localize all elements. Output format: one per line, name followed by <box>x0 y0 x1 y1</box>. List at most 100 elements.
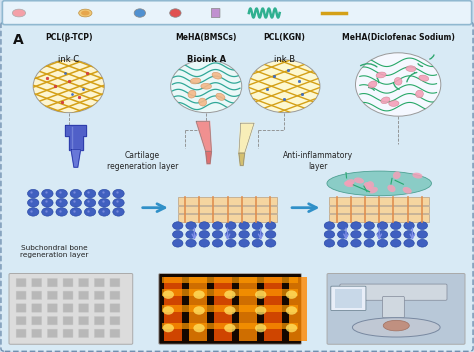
FancyBboxPatch shape <box>32 329 42 338</box>
Circle shape <box>356 53 441 116</box>
FancyBboxPatch shape <box>327 274 465 344</box>
FancyBboxPatch shape <box>32 291 42 300</box>
Circle shape <box>56 199 67 207</box>
Text: Cartilage
regeneration layer: Cartilage regeneration layer <box>107 151 178 171</box>
Text: MeHA(BMSCs): MeHA(BMSCs) <box>175 33 237 43</box>
FancyBboxPatch shape <box>94 316 104 325</box>
Ellipse shape <box>188 90 196 98</box>
Circle shape <box>27 208 39 216</box>
Ellipse shape <box>389 101 399 106</box>
Text: ink C: ink C <box>58 55 79 64</box>
Circle shape <box>173 239 183 247</box>
Circle shape <box>170 9 181 17</box>
Circle shape <box>199 239 210 247</box>
FancyBboxPatch shape <box>335 289 362 308</box>
FancyBboxPatch shape <box>63 329 73 338</box>
Circle shape <box>286 290 297 299</box>
Circle shape <box>417 231 428 238</box>
FancyBboxPatch shape <box>32 304 42 312</box>
Text: PCL: PCL <box>349 10 362 16</box>
Polygon shape <box>239 123 254 153</box>
Circle shape <box>56 189 67 198</box>
FancyBboxPatch shape <box>94 329 104 338</box>
FancyBboxPatch shape <box>162 323 298 329</box>
Circle shape <box>239 222 249 230</box>
Ellipse shape <box>199 98 207 106</box>
Circle shape <box>56 208 67 216</box>
FancyBboxPatch shape <box>16 316 26 325</box>
Text: Bioink A: Bioink A <box>187 55 226 64</box>
FancyBboxPatch shape <box>159 274 301 344</box>
Circle shape <box>42 208 53 216</box>
FancyBboxPatch shape <box>32 316 42 325</box>
Ellipse shape <box>376 72 386 78</box>
Ellipse shape <box>383 320 410 331</box>
FancyBboxPatch shape <box>63 291 73 300</box>
Circle shape <box>113 208 124 216</box>
FancyBboxPatch shape <box>178 206 277 213</box>
FancyBboxPatch shape <box>63 304 73 312</box>
Circle shape <box>42 189 53 198</box>
FancyBboxPatch shape <box>110 278 120 287</box>
FancyBboxPatch shape <box>79 291 89 300</box>
Ellipse shape <box>387 185 395 192</box>
Circle shape <box>186 222 196 230</box>
FancyBboxPatch shape <box>178 214 277 222</box>
Ellipse shape <box>402 187 412 194</box>
Circle shape <box>239 239 249 247</box>
FancyBboxPatch shape <box>164 277 182 341</box>
FancyBboxPatch shape <box>16 291 26 300</box>
FancyBboxPatch shape <box>110 329 120 338</box>
Polygon shape <box>71 150 81 167</box>
Circle shape <box>286 324 297 332</box>
Circle shape <box>377 231 388 238</box>
Text: MMP: MMP <box>223 10 240 16</box>
Text: Anti-inflammatory
layer: Anti-inflammatory layer <box>283 151 353 171</box>
FancyBboxPatch shape <box>162 277 298 283</box>
FancyBboxPatch shape <box>110 291 120 300</box>
FancyBboxPatch shape <box>16 329 26 338</box>
FancyBboxPatch shape <box>214 277 232 341</box>
Text: ink B: ink B <box>274 55 295 64</box>
FancyBboxPatch shape <box>329 206 429 213</box>
Circle shape <box>84 208 96 216</box>
Circle shape <box>417 239 428 247</box>
Text: β-TCP: β-TCP <box>182 10 205 16</box>
Ellipse shape <box>394 77 402 85</box>
Circle shape <box>324 231 335 238</box>
Circle shape <box>224 290 236 299</box>
Text: Diclofenac Sodium: Diclofenac Sodium <box>27 10 95 16</box>
Circle shape <box>239 231 249 238</box>
Text: MeHA(Diclofenac Sodium): MeHA(Diclofenac Sodium) <box>342 33 455 43</box>
FancyBboxPatch shape <box>32 278 42 287</box>
Text: A: A <box>13 33 24 48</box>
FancyBboxPatch shape <box>94 304 104 312</box>
Circle shape <box>212 239 223 247</box>
Circle shape <box>417 222 428 230</box>
FancyBboxPatch shape <box>162 305 298 312</box>
Ellipse shape <box>327 171 431 196</box>
Circle shape <box>163 324 174 332</box>
FancyBboxPatch shape <box>16 278 26 287</box>
Text: BMSCs: BMSCs <box>94 10 118 16</box>
Circle shape <box>186 231 196 238</box>
Circle shape <box>337 222 348 230</box>
FancyBboxPatch shape <box>47 278 57 287</box>
Circle shape <box>193 290 205 299</box>
Ellipse shape <box>364 182 372 190</box>
Polygon shape <box>196 121 211 151</box>
Circle shape <box>265 231 276 238</box>
Circle shape <box>199 222 210 230</box>
FancyBboxPatch shape <box>264 277 282 341</box>
FancyBboxPatch shape <box>47 329 57 338</box>
Circle shape <box>337 239 348 247</box>
Circle shape <box>255 324 266 332</box>
FancyBboxPatch shape <box>47 291 57 300</box>
FancyBboxPatch shape <box>340 284 447 300</box>
Circle shape <box>193 306 205 315</box>
FancyBboxPatch shape <box>331 286 366 310</box>
Circle shape <box>351 231 361 238</box>
Ellipse shape <box>416 90 423 98</box>
Circle shape <box>70 199 82 207</box>
Circle shape <box>377 239 388 247</box>
